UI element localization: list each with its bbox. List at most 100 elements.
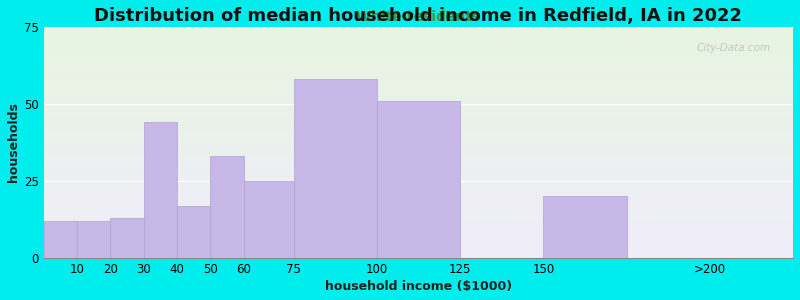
Bar xyxy=(44,119,793,120)
Bar xyxy=(44,46,793,47)
Bar xyxy=(44,76,793,77)
Bar xyxy=(44,153,793,154)
Bar xyxy=(44,47,793,49)
Bar xyxy=(44,125,793,126)
Bar xyxy=(44,37,793,38)
Bar xyxy=(44,74,793,75)
Bar xyxy=(44,222,793,223)
Bar xyxy=(44,249,793,250)
Bar xyxy=(44,148,793,149)
Bar xyxy=(44,145,793,146)
Bar xyxy=(44,232,793,234)
Bar xyxy=(44,183,793,184)
Bar xyxy=(44,211,793,212)
Bar xyxy=(44,123,793,124)
Bar xyxy=(44,43,793,44)
Bar xyxy=(44,62,793,64)
Bar xyxy=(44,36,793,37)
Bar xyxy=(44,122,793,123)
Bar xyxy=(44,189,793,190)
Y-axis label: households: households xyxy=(7,102,20,182)
Bar xyxy=(44,220,793,221)
Bar xyxy=(44,115,793,116)
Bar xyxy=(44,254,793,255)
Bar xyxy=(44,51,793,52)
Bar xyxy=(44,66,793,67)
Bar xyxy=(44,33,793,34)
Bar xyxy=(377,100,460,258)
Bar xyxy=(44,127,793,128)
Bar xyxy=(44,230,793,231)
Bar xyxy=(44,128,793,130)
Bar xyxy=(44,31,793,32)
Bar xyxy=(44,135,793,136)
Bar xyxy=(144,122,177,258)
Bar xyxy=(44,84,793,86)
Bar xyxy=(44,204,793,205)
Bar xyxy=(44,178,793,179)
Bar xyxy=(44,103,793,104)
Bar xyxy=(44,248,793,249)
Bar xyxy=(44,65,793,66)
Bar xyxy=(44,147,793,148)
Bar xyxy=(44,234,793,235)
Bar xyxy=(44,205,793,206)
Bar xyxy=(44,40,793,41)
Bar xyxy=(44,224,793,226)
Bar xyxy=(44,223,793,224)
Bar xyxy=(44,54,793,56)
Bar xyxy=(44,199,793,200)
Bar xyxy=(44,113,793,115)
Bar xyxy=(44,136,793,138)
Bar xyxy=(44,251,793,252)
Bar xyxy=(44,142,793,143)
Bar xyxy=(44,116,793,117)
Bar xyxy=(110,218,144,258)
Bar xyxy=(44,172,793,173)
Bar xyxy=(44,179,793,181)
Text: City-Data.com: City-Data.com xyxy=(697,43,770,53)
Bar xyxy=(44,239,793,241)
Bar xyxy=(44,186,793,188)
Bar xyxy=(44,77,793,79)
Bar xyxy=(44,173,793,175)
Bar xyxy=(44,250,793,251)
Bar xyxy=(44,167,793,168)
Bar xyxy=(44,158,793,160)
Bar xyxy=(44,57,793,58)
Bar xyxy=(44,241,793,242)
Bar xyxy=(44,64,793,65)
Bar xyxy=(44,185,793,186)
Bar xyxy=(44,194,793,196)
Bar xyxy=(44,184,793,185)
Bar xyxy=(294,79,377,258)
Bar xyxy=(44,69,793,70)
Bar xyxy=(44,150,793,152)
Bar xyxy=(44,96,793,97)
Bar xyxy=(44,149,793,150)
Bar xyxy=(44,30,793,31)
Bar xyxy=(44,247,793,248)
Bar xyxy=(44,102,793,103)
Bar xyxy=(44,245,793,247)
Bar xyxy=(44,164,793,165)
Bar xyxy=(44,190,793,191)
Bar xyxy=(44,156,793,157)
Bar xyxy=(44,72,793,73)
Bar xyxy=(44,110,793,111)
Bar xyxy=(44,212,793,213)
Bar xyxy=(44,39,793,41)
Bar xyxy=(44,191,793,192)
Bar xyxy=(543,196,626,258)
Bar xyxy=(44,124,793,125)
Bar xyxy=(44,49,793,50)
Bar xyxy=(44,176,793,177)
Bar xyxy=(77,221,110,258)
Bar xyxy=(44,227,793,228)
Bar xyxy=(44,52,793,53)
Bar xyxy=(44,231,793,232)
Bar xyxy=(44,157,793,158)
Bar xyxy=(44,163,793,164)
Bar xyxy=(44,160,793,161)
Bar xyxy=(44,73,793,74)
